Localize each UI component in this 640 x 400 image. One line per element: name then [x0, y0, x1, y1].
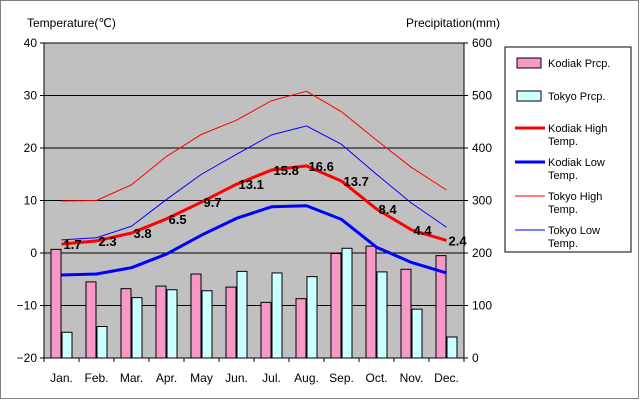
kodiak-prcp-bar: [120, 288, 132, 359]
x-tick-label: Aug.: [294, 371, 319, 385]
kodiak-prcp-bar: [85, 281, 97, 359]
tokyo-prcp-bar: [96, 326, 108, 359]
x-tick-label: Feb.: [84, 371, 108, 385]
x-tick-label: Sep.: [329, 371, 354, 385]
left-tick-label: 0: [30, 246, 37, 260]
x-tick-label: Mar.: [120, 371, 143, 385]
x-tick-label: Jan.: [50, 371, 73, 385]
kodiak-prcp-bar: [330, 253, 342, 359]
x-tick-label: Nov.: [400, 371, 424, 385]
kodiak-high-data-label: 15.8: [274, 163, 299, 178]
kodiak-high-data-label: 2.4: [449, 233, 468, 248]
left-tick-label: −20: [17, 351, 38, 365]
tokyo-prcp-bar: [61, 331, 73, 359]
kodiak-prcp-bar: [190, 273, 202, 359]
legend-label: Kodiak High: [548, 123, 607, 135]
tokyo-prcp-bar: [446, 336, 458, 359]
x-tick-label: Apr.: [156, 371, 177, 385]
legend-label-line2: Temp.: [548, 238, 578, 250]
right-axis-ticks: 600 500 400 300 200 100 0: [464, 36, 492, 365]
kodiak-high-data-label: 16.6: [309, 159, 334, 174]
right-tick-label: 400: [472, 141, 492, 155]
tokyo-prcp-bar: [131, 297, 143, 359]
tokyo-prcp-bar: [411, 308, 423, 359]
right-tick-label: 300: [472, 194, 492, 208]
tokyo-prcp-bar: [306, 276, 318, 359]
kodiak-high-data-label: 2.3: [99, 234, 117, 249]
right-axis-title: Precipitation(mm): [406, 16, 500, 30]
legend-label: Tokyo Prcp.: [548, 91, 605, 103]
precipitation-bars: [50, 245, 458, 359]
left-axis-title: Temperature(℃): [27, 16, 116, 30]
kodiak-high-data-label: 6.5: [169, 212, 187, 227]
kodiak-prcp-bar: [435, 255, 447, 359]
tokyo-prcp-bar: [376, 271, 388, 359]
legend-label: Tokyo Low: [548, 225, 600, 237]
kodiak-prcp-bar: [155, 285, 167, 359]
legend: Kodiak Prcp.Tokyo Prcp.Kodiak HighTemp.K…: [515, 57, 610, 250]
left-tick-label: 40: [24, 36, 38, 50]
left-tick-label: 20: [24, 141, 38, 155]
right-tick-label: 600: [472, 36, 492, 50]
legend-label-line2: Temp.: [548, 136, 578, 148]
tokyo-prcp-bar: [271, 272, 283, 359]
x-tick-label: May: [190, 371, 213, 385]
kodiak-high-data-label: 8.4: [379, 202, 398, 217]
data-labels: 1.7 2.3 3.8 6.5 9.7 13.1 15.8 16.6 13.7 8.4 4.4 2.4: [64, 159, 468, 252]
tokyo-prcp-bar: [236, 270, 248, 359]
left-tick-label: 30: [24, 89, 38, 103]
legend-label: Tokyo High: [548, 191, 602, 203]
kodiak-high-data-label: 13.7: [344, 174, 369, 189]
gridlines: [44, 95, 464, 306]
legend-swatch: [516, 57, 542, 69]
legend-label-line2: Temp.: [548, 170, 578, 182]
kodiak-prcp-bar: [260, 301, 272, 359]
kodiak-high-data-label: 3.8: [134, 226, 152, 241]
tokyo-low-line: [61, 125, 447, 241]
kodiak-prcp-bar: [365, 245, 377, 359]
left-tick-label: 10: [24, 194, 38, 208]
right-tick-label: 200: [472, 246, 492, 260]
tokyo-prcp-bar: [201, 290, 213, 359]
legend-label: Kodiak Prcp.: [548, 58, 610, 70]
kodiak-high-data-label: 9.7: [204, 195, 222, 210]
tokyo-high-line: [61, 90, 447, 202]
x-tick-label: Jun.: [225, 371, 248, 385]
kodiak-high-line: [61, 164, 447, 246]
legend-swatch: [516, 90, 542, 102]
right-tick-label: 500: [472, 89, 492, 103]
left-axis-ticks: 40 30 20 10 0 −10 −20: [17, 36, 44, 365]
kodiak-prcp-bar: [50, 248, 62, 359]
kodiak-low-line: [61, 204, 447, 277]
tokyo-prcp-bar: [166, 289, 178, 359]
kodiak-high-data-label: 1.7: [64, 237, 82, 252]
tokyo-prcp-bar: [341, 247, 353, 359]
x-axis-ticks: Jan. Feb. Mar. Apr. May Jun. Jul. Aug. Sep. Oct. N…: [43, 358, 465, 385]
x-tick-label: Oct.: [365, 371, 387, 385]
x-tick-label: Jul.: [262, 371, 281, 385]
legend-box: [504, 46, 632, 253]
kodiak-prcp-bar: [295, 298, 307, 359]
kodiak-high-data-label: 4.4: [414, 223, 433, 238]
kodiak-prcp-bar: [225, 286, 237, 359]
right-tick-label: 100: [472, 299, 492, 313]
x-tick-label: Dec.: [434, 371, 459, 385]
kodiak-high-data-label: 13.1: [239, 177, 264, 192]
left-tick-label: −10: [17, 299, 38, 313]
right-tick-label: 0: [472, 351, 479, 365]
legend-label: Kodiak Low: [548, 157, 605, 169]
temperature-lines: [61, 90, 447, 277]
legend-label-line2: Temp.: [548, 204, 578, 216]
kodiak-prcp-bar: [400, 268, 412, 359]
